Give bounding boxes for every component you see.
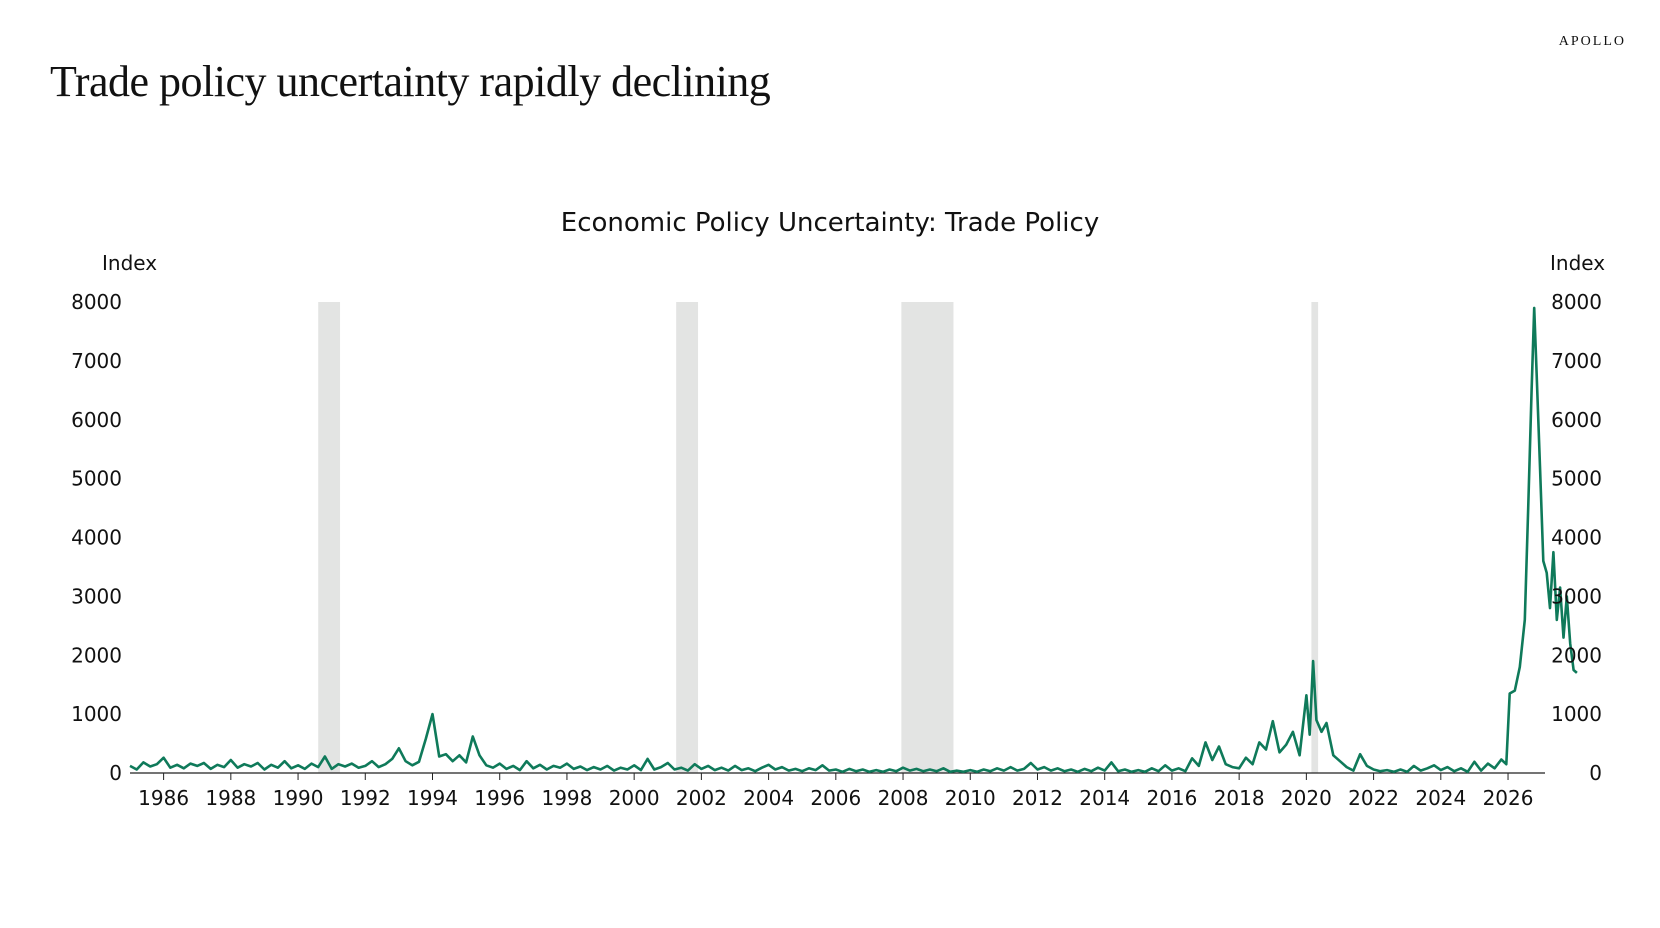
tick-labels: 0 0 1000 1000 2000 2000 3000 3000 4000 4000 5000 50… [71,290,1602,810]
x-tick-2008: 2008 [878,786,929,810]
y-tick-right-5000: 5000 [1551,467,1602,491]
headline: Trade policy uncertainty rapidly declini… [50,57,771,106]
x-tick-2022: 2022 [1348,786,1399,810]
y-tick-left-3000: 3000 [71,584,122,608]
y-tick-right-6000: 6000 [1551,408,1602,432]
x-tick-2010: 2010 [945,786,996,810]
x-tick-2006: 2006 [810,786,861,810]
x-tick-2018: 2018 [1214,786,1265,810]
series-line-1 [129,306,1578,774]
y-tick-right-1000: 1000 [1551,702,1602,726]
x-tick-1992: 1992 [340,786,391,810]
y-tick-left-7000: 7000 [71,349,122,373]
y-tick-right-8000: 8000 [1551,290,1602,314]
y-tick-right-0: 0 [1589,761,1602,785]
x-tick-2000: 2000 [609,786,660,810]
recession-band-4 [1311,302,1319,773]
y-tick-left-6000: 6000 [71,408,122,432]
y-tick-left-4000: 4000 [71,526,122,550]
y-tick-right-3000: 3000 [1551,584,1602,608]
y-axis-label-right: Index [1550,251,1605,275]
x-tick-1986: 1986 [138,786,189,810]
x-tick-2024: 2024 [1415,786,1466,810]
x-tick-1988: 1988 [205,786,256,810]
y-axis-label-left: Index [102,251,157,275]
x-tick-2012: 2012 [1012,786,1063,810]
brand-logo: APOLLO [1558,34,1626,49]
y-tick-left-0: 0 [109,761,122,785]
line-chart: Economic Policy Uncertainty: Trade Polic… [71,208,1605,810]
y-tick-left-1000: 1000 [71,702,122,726]
x-tick-2020: 2020 [1281,786,1332,810]
x-tick-1994: 1994 [407,786,458,810]
x-tick-2002: 2002 [676,786,727,810]
y-tick-left-5000: 5000 [71,467,122,491]
chart-title: Economic Policy Uncertainty: Trade Polic… [561,208,1099,238]
series-layer [129,306,1578,774]
recession-bands [318,302,1319,773]
x-tick-1996: 1996 [474,786,525,810]
axes [130,772,1545,780]
x-tick-2016: 2016 [1146,786,1197,810]
x-tick-1990: 1990 [273,786,324,810]
y-tick-right-4000: 4000 [1551,526,1602,550]
recession-band-1 [318,302,341,773]
y-tick-right-2000: 2000 [1551,643,1602,667]
x-tick-2014: 2014 [1079,786,1130,810]
y-tick-left-2000: 2000 [71,643,122,667]
x-tick-1998: 1998 [541,786,592,810]
y-tick-left-8000: 8000 [71,290,122,314]
x-tick-2004: 2004 [743,786,794,810]
x-tick-2026: 2026 [1483,786,1534,810]
recession-band-2 [676,302,699,773]
y-tick-right-7000: 7000 [1551,349,1602,373]
recession-band-3 [901,302,954,773]
